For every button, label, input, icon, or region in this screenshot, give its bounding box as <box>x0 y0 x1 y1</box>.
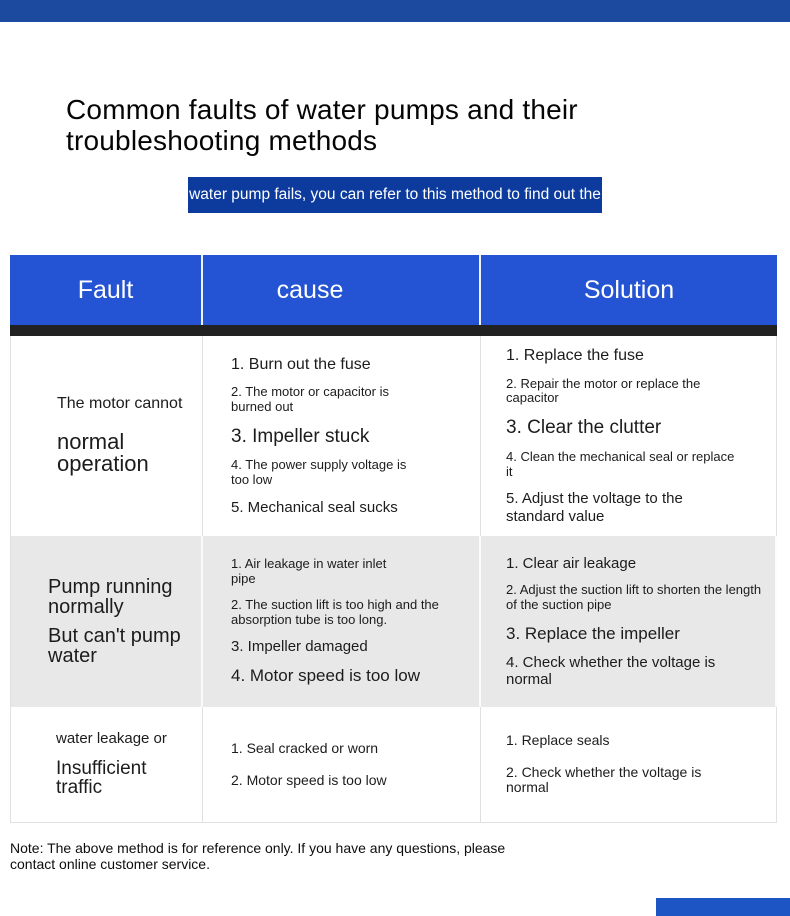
cause-item: 1. Seal cracked or worn <box>231 739 379 756</box>
column-header-cause: cause <box>203 255 481 325</box>
cause-cell: 1. Burn out the fuse 2. The motor or cap… <box>203 336 481 536</box>
column-header-cause-label: cause <box>276 275 344 304</box>
column-header-fault: Fault <box>10 255 203 325</box>
fault-cell: The motor cannot normal operation <box>10 336 203 536</box>
solution-item: 1. Replace the fuse <box>506 347 644 365</box>
subtitle-banner: water pump fails, you can refer to this … <box>188 177 602 213</box>
fault-text: But can't pump water <box>48 624 181 667</box>
cause-item: 3. Impeller damaged <box>231 638 368 656</box>
cause-item: 2. The motor or capacitor is burned out <box>231 384 389 414</box>
solution-item: 5. Adjust the voltage to the standard va… <box>506 490 683 525</box>
fault-text: The motor cannot <box>57 395 183 413</box>
solution-cell: 1. Clear air leakage 2. Adjust the sucti… <box>481 536 777 707</box>
cause-item: 1. Burn out the fuse <box>231 355 371 373</box>
solution-item: 1. Replace seals <box>506 731 610 748</box>
solution-item: 3. Replace the impeller <box>506 623 680 643</box>
fault-text: Pump running normally <box>48 575 173 619</box>
page-title: Common faults of water pumps and their t… <box>66 94 578 156</box>
fault-table: Fault cause Solution The motor cannot no… <box>10 255 777 823</box>
subtitle-banner-text: water pump fails, you can refer to this … <box>189 186 601 203</box>
bottom-accent-bar <box>656 898 790 916</box>
cause-item: 1. Air leakage in water inlet pipe <box>231 556 387 586</box>
cause-item: 4. The power supply voltage is too low <box>231 457 407 488</box>
cause-item: 2. The suction lift is too high and the … <box>231 596 439 627</box>
cause-cell: 1. Air leakage in water inlet pipe 2. Th… <box>203 536 481 707</box>
cause-item: 4. Motor speed is too low <box>231 666 420 686</box>
fault-cell: Pump running normally But can't pump wat… <box>10 536 203 707</box>
header-divider <box>10 325 777 336</box>
solution-item: 2. Adjust the suction lift to shorten th… <box>506 581 762 612</box>
cause-cell: 1. Seal cracked or worn 2. Motor speed i… <box>203 707 481 823</box>
solution-cell: 1. Replace the fuse 2. Repair the motor … <box>481 336 777 536</box>
fault-text: Insufficient traffic <box>56 757 147 799</box>
solution-cell: 1. Replace seals 2. Check whether the vo… <box>481 707 777 823</box>
solution-item: 2. Repair the motor or replace the capac… <box>506 375 701 406</box>
fault-text: water leakage or <box>56 730 167 748</box>
cause-item: 2. Motor speed is too low <box>231 771 387 788</box>
cause-item: 5. Mechanical seal sucks <box>231 499 398 517</box>
top-accent-bar <box>0 0 790 22</box>
footer-note: Note: The above method is for reference … <box>10 840 506 872</box>
solution-item: 3. Clear the clutter <box>506 417 662 439</box>
fault-text: normal operation <box>57 428 149 477</box>
solution-item: 4. Clean the mechanical seal or replace … <box>506 448 735 479</box>
solution-item: 2. Check whether the voltage is normal <box>506 763 702 796</box>
fault-cell: water leakage or Insufficient traffic <box>10 707 203 823</box>
solution-item: 4. Check whether the voltage is normal <box>506 653 716 689</box>
cause-item: 3. Impeller stuck <box>231 425 370 447</box>
column-header-solution: Solution <box>481 255 777 325</box>
solution-item: 1. Clear air leakage <box>506 554 637 572</box>
